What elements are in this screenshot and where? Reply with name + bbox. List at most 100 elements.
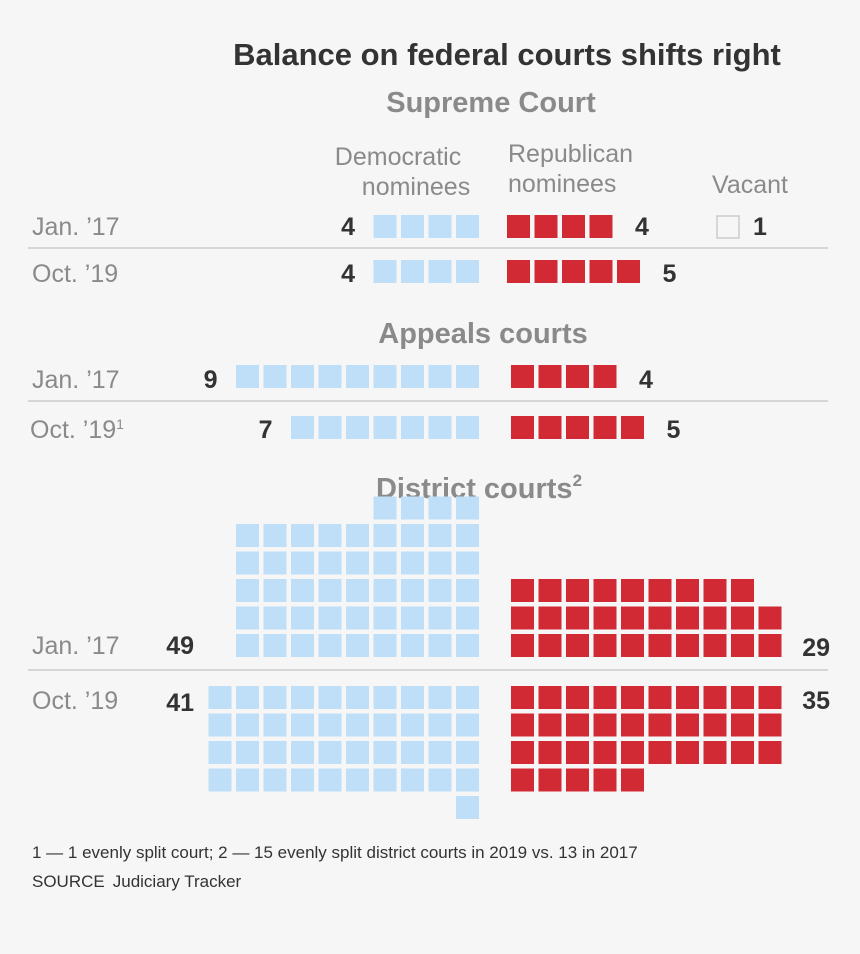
republican-seat [758,713,782,737]
democratic-seat [318,524,342,547]
democratic-seat [456,579,479,602]
republican-seat [593,365,617,388]
republican-seat [562,260,585,283]
republican-seat [593,579,617,602]
democratic-seat [236,741,259,764]
republican-seat [589,215,613,238]
footnote: 1 — 1 evenly split court; 2 — 15 evenly … [32,843,638,862]
democratic-seat [401,215,424,238]
democratic-seat [291,551,314,575]
democratic-seat [291,741,314,764]
democratic-seat [401,686,424,709]
democratic-seat [318,741,342,764]
democratic-seat [346,524,369,547]
republican-seat [538,634,562,657]
democratic-seat [263,686,287,709]
democratic-seat [291,634,314,657]
value-label: 29 [802,634,830,662]
democratic-seat [346,551,369,575]
democratic-seat [346,579,369,602]
democratic-seat [291,524,314,547]
democratic-seat [346,686,369,709]
republican-seat [593,686,617,709]
republican-seat [703,686,727,709]
democratic-seat [208,768,232,792]
value-label: 4 [639,366,653,394]
republican-seat [566,416,589,439]
democratic-seat [428,713,452,737]
democratic-seat [456,365,479,388]
democratic-seat [373,768,397,792]
republican-seat [621,713,644,737]
democratic-seat [428,551,452,575]
democratic-seat [428,215,452,238]
republican-seat [731,634,754,657]
republican-seat [648,741,672,764]
democratic-seat [401,260,424,283]
democratic-seat [373,551,397,575]
republican-seat [648,606,672,630]
republican-seat [703,606,727,630]
democratic-seat [263,634,287,657]
republican-seat [621,606,644,630]
row-label: Oct. ’19 [32,260,118,288]
democratic-seat [373,606,397,630]
row-label: Jan. ’17 [32,213,120,241]
value-label: 4 [635,213,649,241]
chart-title: Balance on federal courts shifts right [233,37,781,72]
vacant-seat [716,215,740,239]
democratic-seat [373,634,397,657]
democratic-seat [263,524,287,547]
democratic-seat [208,713,232,737]
value-label: 41 [166,689,194,717]
democratic-seat [401,713,424,737]
republican-seat [511,741,534,764]
row-label-footnote-mark: 1 [116,416,124,432]
democratic-seat [318,551,342,575]
republican-seat [538,686,562,709]
republican-seat [648,686,672,709]
democratic-seat [428,686,452,709]
democratic-seat [401,524,424,547]
democratic-seat [456,796,479,819]
republican-seat [566,606,589,630]
republican-seat [507,215,530,238]
democratic-seat [346,416,369,439]
democratic-seat [401,606,424,630]
republican-seat [566,365,589,388]
democratic-seat [373,496,397,520]
democratic-seat [401,496,424,520]
republican-seat [621,741,644,764]
democratic-seat [346,768,369,792]
democratic-seat [291,416,314,439]
republican-seat [731,606,754,630]
republican-seat [593,634,617,657]
democratic-seat [346,713,369,737]
republican-seat [511,579,534,602]
republican-seat [758,686,782,709]
source-label: SOURCE [32,872,105,891]
source-line: SOURCE Judiciary Tracker [32,872,242,891]
democratic-seat [401,634,424,657]
democratic-seat [373,713,397,737]
republican-seat [589,260,613,283]
republican-seat [703,713,727,737]
democratic-seat [456,741,479,764]
democratic-seat [456,768,479,792]
democratic-seat [428,634,452,657]
republican-seat [758,741,782,764]
republican-seat [593,768,617,792]
democratic-seat [346,741,369,764]
republican-header-line2: nominees [508,170,616,198]
democratic-header-line1: Democratic [335,143,461,171]
republican-seat [676,741,699,764]
republican-seat [758,606,782,630]
republican-seat [676,579,699,602]
democratic-seat [318,579,342,602]
republican-seat [538,741,562,764]
democratic-seat [263,741,287,764]
republican-seat [534,260,558,283]
republican-seat [566,634,589,657]
democratic-seat [291,365,314,388]
